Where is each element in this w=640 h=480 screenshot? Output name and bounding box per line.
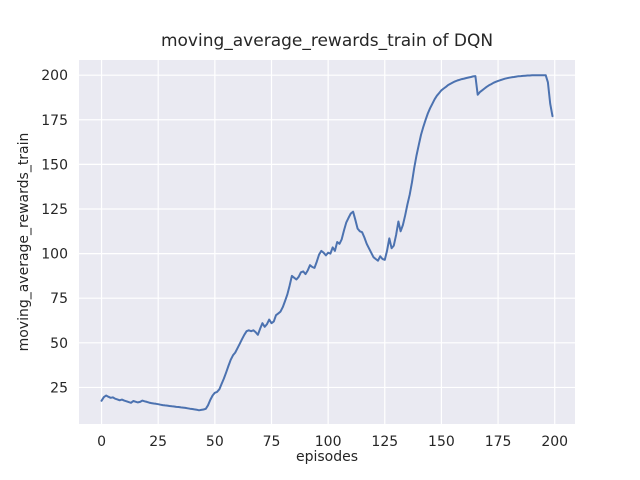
y-axis-label: moving_average_rewards_train [16,132,32,352]
plot-background [79,60,575,424]
x-tick-label: 50 [206,434,224,450]
x-tick-label: 125 [371,434,398,450]
chart-title: moving_average_rewards_train of DQN [160,31,494,51]
y-tick-label: 50 [50,336,68,352]
y-tick-label: 200 [41,68,68,84]
y-tick-labels: 25 50 75 100 125 150 175 200 [41,68,68,396]
x-tick-label: 200 [541,434,568,450]
x-tick-label: 150 [428,434,455,450]
x-tick-label: 25 [149,434,167,450]
y-tick-label: 100 [41,247,68,263]
x-axis-label: episodes [295,449,359,465]
reward-line-series [100,74,554,412]
x-tick-label: 75 [263,434,281,450]
y-tick-label: 125 [41,202,68,218]
x-tick-label: 100 [315,434,342,450]
x-tick-labels: 0 25 50 75 100 125 150 175 200 [97,434,568,450]
y-tick-label: 25 [50,380,68,396]
y-tick-label: 150 [41,157,68,173]
x-tick-label: 0 [97,434,106,450]
x-tick-label: 175 [485,434,512,450]
y-tick-label: 175 [41,113,68,129]
y-tick-label: 75 [50,291,68,307]
